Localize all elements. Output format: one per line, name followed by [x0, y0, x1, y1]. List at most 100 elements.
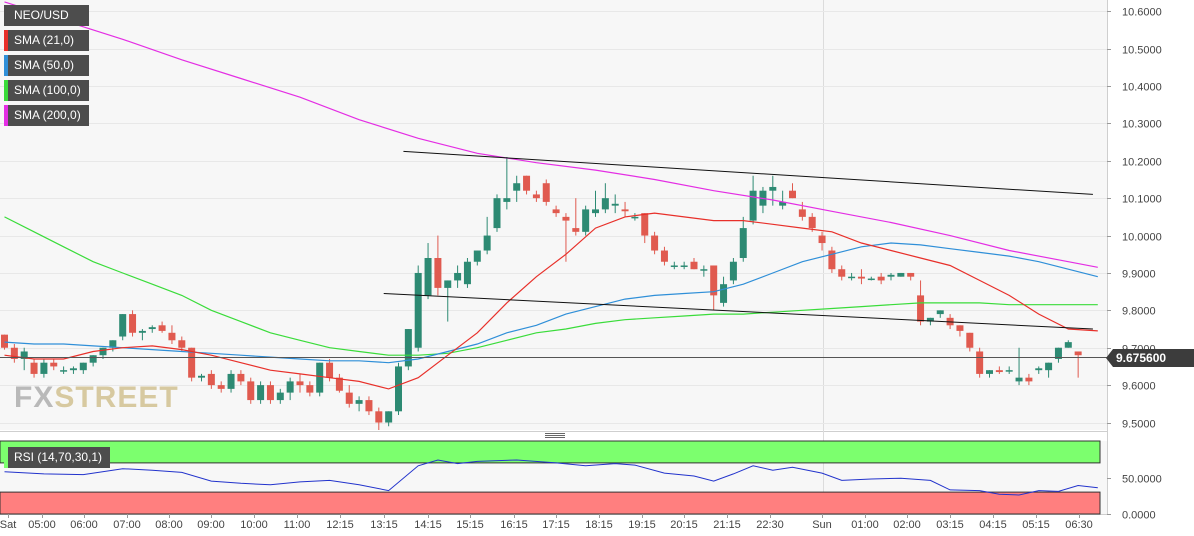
candle-body [385, 411, 393, 423]
time-tick-label: 17:15 [542, 519, 570, 531]
candle [375, 407, 383, 430]
candle [247, 377, 255, 404]
candle-body [296, 381, 304, 386]
candle [641, 213, 649, 244]
candle-body [897, 272, 905, 277]
candle [601, 183, 609, 214]
candle-body [247, 381, 255, 401]
candle-body [542, 183, 550, 202]
candle-body [838, 269, 846, 277]
candle [296, 373, 304, 393]
price-tick-label: 9.6000 [1122, 381, 1156, 393]
time-tick-label: 03:15 [936, 519, 964, 531]
rsi-legend-label[interactable]: RSI (14,70,30,1) [4, 447, 111, 468]
candle-body [10, 347, 18, 359]
candle [729, 258, 737, 285]
candle-body [99, 347, 107, 356]
time-tick-label: 01:00 [851, 519, 879, 531]
candle [956, 325, 964, 337]
candle [838, 265, 846, 281]
candle-body [60, 370, 68, 372]
time-tick-label: 10:00 [240, 519, 268, 531]
legend-item-sma21[interactable]: SMA (21,0) [4, 30, 89, 51]
time-tick-label: 08:00 [155, 519, 183, 531]
candle [454, 265, 462, 288]
candle [148, 325, 156, 333]
candle-body [316, 362, 324, 393]
candle [867, 276, 875, 281]
candle-body [1015, 377, 1023, 382]
candle [621, 201, 629, 217]
candle-body [572, 228, 580, 232]
candle [720, 276, 728, 307]
candle-body [1035, 368, 1043, 371]
candle [345, 385, 353, 408]
candle [138, 329, 146, 341]
candle [976, 347, 984, 378]
candle [395, 362, 402, 416]
candle [286, 377, 294, 401]
candle-body [828, 250, 836, 270]
candle-body [148, 327, 156, 330]
candle [769, 175, 777, 206]
candle-body [444, 280, 452, 288]
candle-body [877, 276, 885, 281]
time-tick-label: 15:15 [456, 519, 484, 531]
panel-resize-handle[interactable] [545, 433, 565, 439]
legend-item-sma50[interactable]: SMA (50,0) [4, 55, 89, 76]
candle [404, 329, 412, 371]
candle-body [217, 385, 225, 389]
watermark-fx: FX [14, 381, 55, 414]
legend-item-sma100[interactable]: SMA (100,0) [4, 80, 89, 101]
candle-body [395, 366, 402, 412]
candle [237, 370, 245, 386]
price-tick-label: 10.0000 [1122, 232, 1162, 244]
legend-item-sma200[interactable]: SMA (200,0) [4, 105, 89, 126]
time-tick-label: 12:15 [326, 519, 354, 531]
candle-body [552, 209, 560, 214]
candle-body [188, 347, 196, 378]
price-tick-label: 10.2000 [1122, 157, 1162, 169]
candle-body [207, 373, 215, 386]
candle-body [513, 183, 521, 191]
candle [503, 157, 511, 210]
candle-body [818, 235, 826, 244]
fxstreet-watermark: FXSTREET [14, 381, 179, 415]
candle [444, 280, 452, 322]
candle [129, 310, 137, 337]
price-tick-label: 10.4000 [1122, 82, 1162, 94]
candle [69, 366, 77, 374]
candle [30, 358, 38, 378]
grid-lines [0, 11, 1107, 424]
candle [828, 246, 836, 273]
candle-body [1025, 377, 1033, 382]
candle [926, 317, 934, 326]
candle-body [345, 392, 353, 404]
candle-body [286, 381, 294, 393]
candle [513, 175, 521, 202]
sma200-line [4, 1, 1098, 268]
rsi-line [4, 459, 1098, 496]
candle-body [601, 198, 609, 210]
candle-body [789, 190, 796, 199]
time-tick-label: 21:15 [713, 519, 741, 531]
candle-body [739, 228, 747, 258]
candle-body [129, 314, 137, 333]
candle-body [582, 209, 590, 232]
candle-body [306, 385, 314, 393]
candle [779, 190, 787, 210]
candle [40, 358, 48, 378]
candle [60, 366, 68, 374]
sma50-line [4, 242, 1098, 364]
candle [355, 396, 363, 412]
price-tick-label: 9.9000 [1122, 269, 1156, 281]
candle-body [493, 198, 501, 229]
time-tick-label: 04:15 [979, 519, 1007, 531]
candle [680, 261, 688, 270]
time-tick-label: 06:00 [70, 519, 98, 531]
candle [818, 231, 826, 251]
candle [434, 235, 442, 296]
time-tick-label: 13:15 [370, 519, 398, 531]
legend-item-symbol[interactable]: NEO/USD [4, 5, 89, 26]
